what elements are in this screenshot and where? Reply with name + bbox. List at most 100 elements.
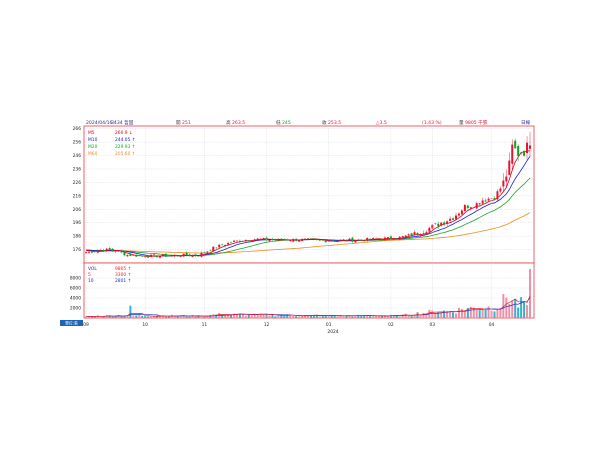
candle [502,173,505,193]
candle [111,247,114,253]
candle-body [437,223,440,227]
candle-body [309,238,312,240]
candle [529,132,531,157]
volume-bar [159,316,161,318]
candle [345,239,348,242]
candle-body [244,239,247,242]
candle-body [230,242,233,243]
candle-body [363,240,366,242]
candle-body [147,256,150,258]
candle [463,204,466,212]
candle [87,251,90,254]
candle-body [514,140,517,149]
candle-body [161,254,164,257]
candle [455,212,457,220]
candle [363,239,366,242]
volume-tick-label: 4000 [70,296,81,302]
candle-body [392,239,395,240]
volume-bar [221,315,224,318]
volume-bar [283,315,286,318]
volume-bar [463,310,466,318]
candle-body [381,239,383,241]
candle [224,244,227,248]
candle [354,240,357,243]
volume-bar [156,315,159,318]
candle [472,207,475,209]
candle-body [466,205,469,209]
volume-bar [386,315,389,318]
candle [443,220,446,227]
candle-body [348,238,351,241]
price-tick-label: 266 [73,126,82,132]
candle [292,238,295,243]
quote-date: 2024/04/16 [86,120,113,126]
volume-bar [401,314,404,318]
candle [159,255,161,259]
volume-bar [90,316,93,318]
candle-body [452,218,455,220]
candle [218,243,221,248]
candle-body [277,238,280,241]
candle [372,237,375,241]
volume-bar [378,316,381,318]
candle [259,237,262,240]
candle [126,254,129,257]
candle-body [410,233,413,236]
volume-bar [478,310,481,318]
close-value: 253.5 [328,120,341,126]
candle [496,189,499,203]
volume-bar [289,315,292,318]
volume-bar [153,316,156,318]
volume-bar [493,311,496,318]
candle [227,241,230,246]
volume-bar [120,316,123,318]
candle-body [419,234,422,236]
candle-body [404,235,407,238]
legend-ma20-name: M20 [88,144,98,150]
volume-bar [247,314,250,318]
volume-bar [215,314,218,318]
candle-body [529,145,531,149]
legend-vol-value: 9805 ↑ [115,266,131,272]
unit-badge[interactable] [60,320,83,326]
volume-bar [307,315,309,318]
candle [191,254,194,258]
volume-bar [457,307,460,318]
volume-bar [419,315,422,318]
legend-vol-name: VOL [88,266,97,272]
candle-body [345,240,348,242]
candle [256,237,259,242]
candle-body [224,245,227,246]
candle-body [156,255,159,258]
volume-bar [138,314,141,318]
candle-body [508,160,511,175]
candle-body [526,142,529,154]
candle [446,220,449,227]
candle-body [93,251,96,253]
price-tick-label: 236 [73,166,82,172]
legend-ma10-name: M10 [88,137,98,143]
ma60-line [85,212,531,254]
candle [410,232,413,237]
volume-bar [511,300,514,318]
candle-body [200,252,203,257]
volume-bar [301,315,304,318]
volume-bar [499,308,502,318]
date-axis: 09 10 11 12 01 02 03 04 [83,126,495,328]
candle-body [108,248,111,250]
candle [348,237,351,241]
candle-body [150,254,153,257]
volume-bar [170,314,173,318]
candle [96,249,99,254]
volume-tick-label: 6000 [70,286,81,292]
volume-bar [203,316,206,318]
candle-body [478,203,481,205]
candle [460,209,463,216]
candle [484,198,487,202]
candle [517,143,520,162]
candle [318,239,321,241]
volume-bar [87,316,90,318]
candle-body [324,240,327,243]
volume-bar [167,316,170,318]
legend-ma5-name: M5 [88,130,95,136]
